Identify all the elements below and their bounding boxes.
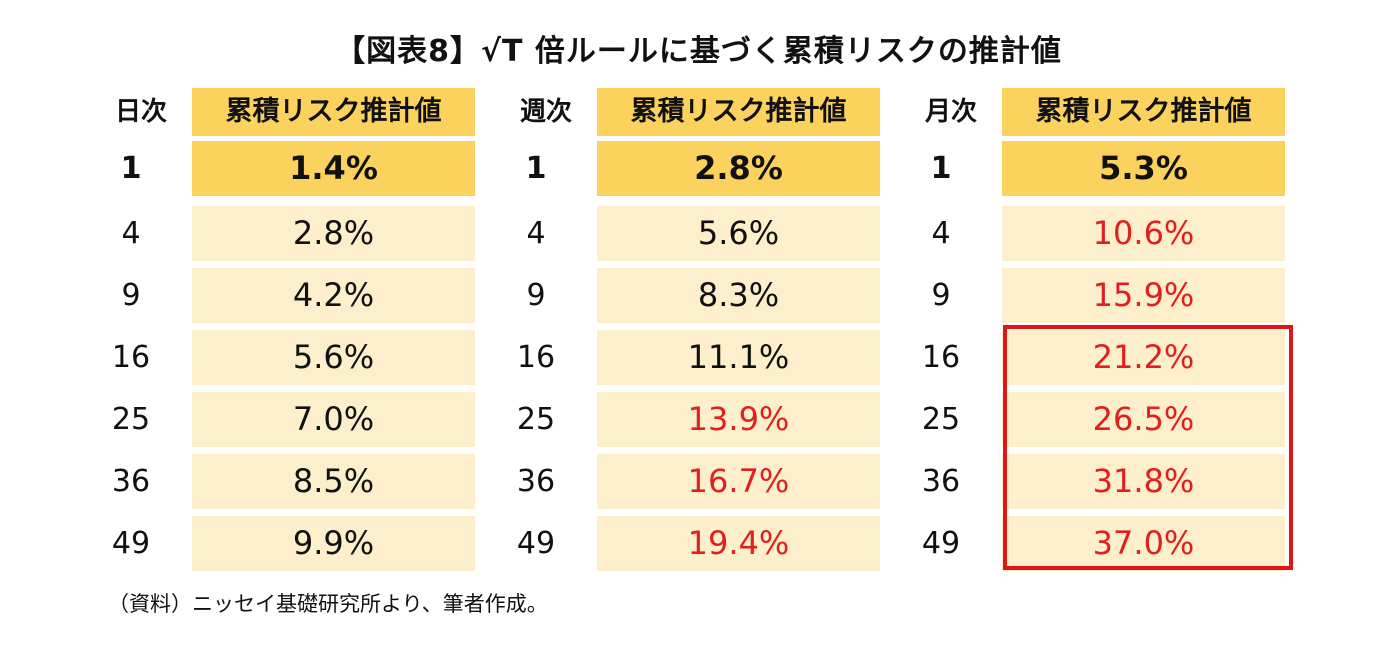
row-key: 25 <box>516 402 556 437</box>
row-value: 13.9% <box>597 392 880 447</box>
row-value: 5.6% <box>597 206 880 261</box>
row-value: 2.8% <box>192 206 475 261</box>
row-value: 2.8% <box>597 141 880 196</box>
row-key: 36 <box>516 464 556 499</box>
table-row: 25 13.9% <box>500 392 880 447</box>
table-row: 1 5.3% <box>905 141 1285 196</box>
row-key: 1 <box>930 151 952 186</box>
row-value: 15.9% <box>1002 268 1285 323</box>
row-key: 16 <box>111 340 151 375</box>
row-value: 11.1% <box>597 330 880 385</box>
table-row: 4 10.6% <box>905 206 1285 261</box>
table-row: 25 7.0% <box>95 392 475 447</box>
row-key: 16 <box>516 340 556 375</box>
row-value: 21.2% <box>1002 330 1285 385</box>
table-row: 36 31.8% <box>905 454 1285 509</box>
row-key: 36 <box>921 464 961 499</box>
table-row: 49 37.0% <box>905 516 1285 571</box>
row-key: 49 <box>111 526 151 561</box>
table-row: 16 5.6% <box>95 330 475 385</box>
row-value: 31.8% <box>1002 454 1285 509</box>
table-row: 1 2.8% <box>500 141 880 196</box>
table-row: 16 21.2% <box>905 330 1285 385</box>
row-value: 5.3% <box>1002 141 1285 196</box>
table-row: 49 9.9% <box>95 516 475 571</box>
weekly-header-label: 週次 <box>519 97 572 127</box>
row-key: 9 <box>121 278 141 313</box>
row-key: 1 <box>120 151 142 186</box>
row-value: 7.0% <box>192 392 475 447</box>
row-value: 26.5% <box>1002 392 1285 447</box>
row-key: 4 <box>931 216 951 251</box>
table-row: 49 19.4% <box>500 516 880 571</box>
table-row: 4 2.8% <box>95 206 475 261</box>
row-key: 49 <box>921 526 961 561</box>
table-row: 36 16.7% <box>500 454 880 509</box>
row-key: 9 <box>931 278 951 313</box>
row-value: 10.6% <box>1002 206 1285 261</box>
row-value: 37.0% <box>1002 516 1285 571</box>
table-row: 1 1.4% <box>95 141 475 196</box>
weekly-value-header: 累積リスク推計値 <box>597 88 880 136</box>
table-row: 25 26.5% <box>905 392 1285 447</box>
daily-value-header: 累積リスク推計値 <box>192 88 475 136</box>
row-key: 4 <box>121 216 141 251</box>
row-key: 49 <box>516 526 556 561</box>
monthly-header-label: 月次 <box>924 97 977 127</box>
row-key: 1 <box>525 151 547 186</box>
source-note: （資料）ニッセイ基礎研究所より、筆者作成。 <box>108 592 548 616</box>
row-value: 5.6% <box>192 330 475 385</box>
monthly-value-header: 累積リスク推計値 <box>1002 88 1285 136</box>
page-title: 【図表8】√T 倍ルールに基づく累積リスクの推計値 <box>335 34 1062 69</box>
row-key: 16 <box>921 340 961 375</box>
row-key: 25 <box>921 402 961 437</box>
row-key: 4 <box>526 216 546 251</box>
table-row: 4 5.6% <box>500 206 880 261</box>
highlight-box <box>1003 325 1293 570</box>
table-row: 9 8.3% <box>500 268 880 323</box>
table-row: 9 4.2% <box>95 268 475 323</box>
table-row: 9 15.9% <box>905 268 1285 323</box>
row-value: 4.2% <box>192 268 475 323</box>
row-value: 16.7% <box>597 454 880 509</box>
row-value: 9.9% <box>192 516 475 571</box>
row-key: 36 <box>111 464 151 499</box>
table-row: 36 8.5% <box>95 454 475 509</box>
daily-header-label: 日次 <box>114 97 167 127</box>
row-value: 1.4% <box>192 141 475 196</box>
row-key: 9 <box>526 278 546 313</box>
row-value: 8.5% <box>192 454 475 509</box>
row-value: 8.3% <box>597 268 880 323</box>
row-value: 19.4% <box>597 516 880 571</box>
row-key: 25 <box>111 402 151 437</box>
table-row: 16 11.1% <box>500 330 880 385</box>
